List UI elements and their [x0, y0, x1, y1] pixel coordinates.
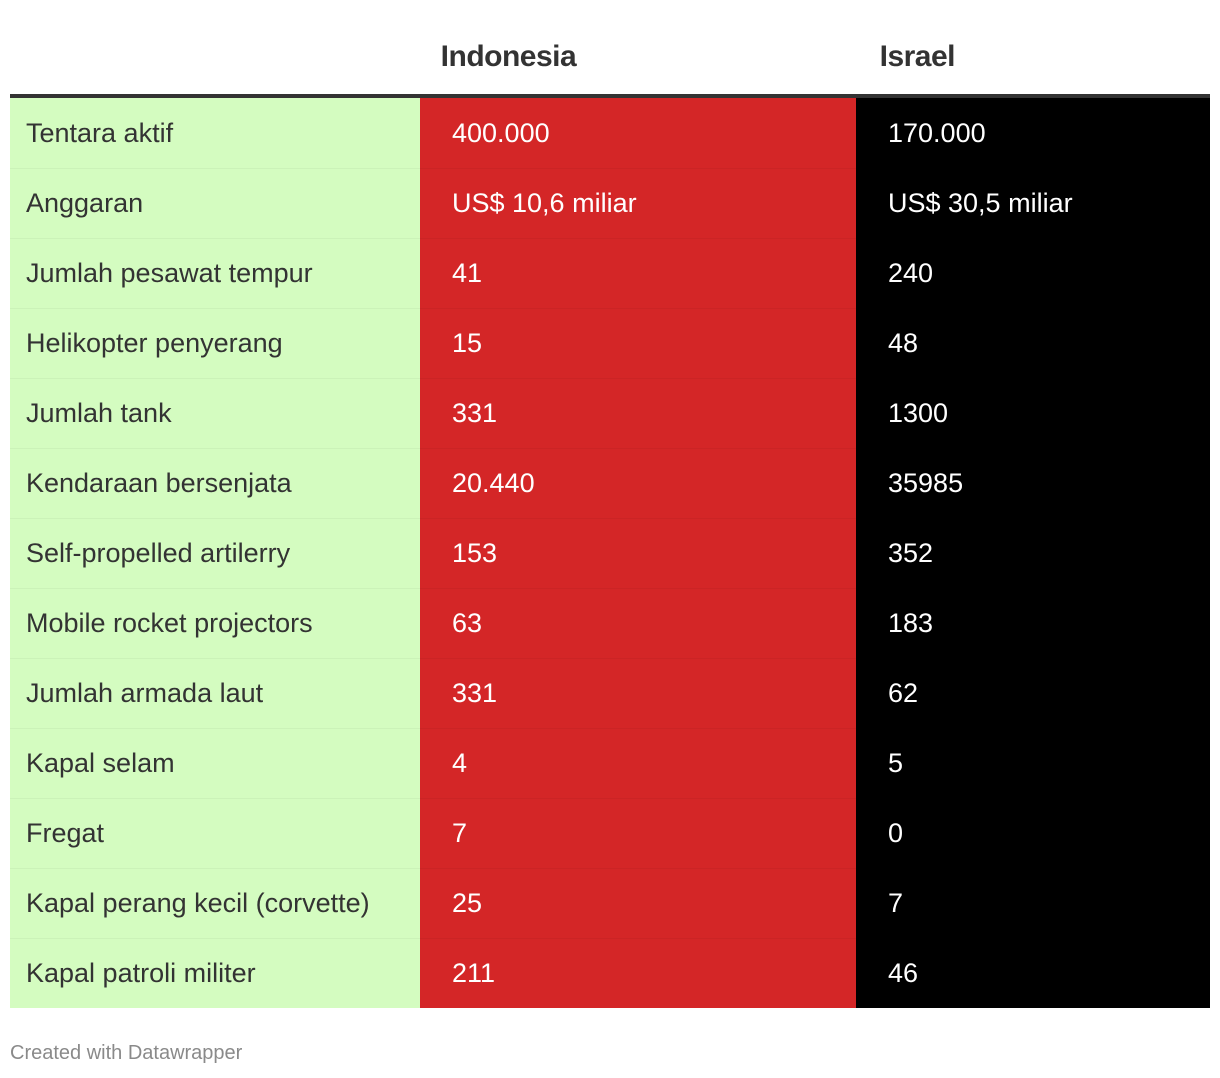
row-label: Tentara aktif — [10, 98, 420, 168]
row-label: Jumlah pesawat tempur — [10, 238, 420, 308]
header-divider — [10, 94, 1210, 98]
cell-israel: 62 — [856, 658, 1210, 728]
cell-israel: 170.000 — [856, 98, 1210, 168]
cell-indonesia: 211 — [420, 938, 856, 1008]
cell-israel: 7 — [856, 868, 1210, 938]
footer-credit: Created with Datawrapper — [10, 1042, 243, 1064]
cell-israel: US$ 30,5 miliar — [856, 168, 1210, 238]
table-row: Jumlah tank 331 1300 — [10, 378, 1210, 448]
row-label: Helikopter penyerang — [10, 308, 420, 378]
table-body: Tentara aktif 400.000 170.000 Anggaran US$ 1… — [10, 98, 1210, 1008]
cell-indonesia: 41 — [420, 238, 856, 308]
table-row: Jumlah armada laut 331 62 — [10, 658, 1210, 728]
row-label: Mobile rocket projectors — [10, 588, 420, 658]
cell-indonesia: US$ 10,6 miliar — [420, 168, 856, 238]
header-cell-israel: Israel — [879, 40, 956, 73]
row-label: Fregat — [10, 798, 420, 868]
cell-israel: 48 — [856, 308, 1210, 378]
cell-indonesia: 63 — [420, 588, 856, 658]
table-row: Fregat 7 0 — [10, 798, 1210, 868]
cell-indonesia: 331 — [420, 658, 856, 728]
table-row: Anggaran US$ 10,6 miliar US$ 30,5 miliar — [10, 168, 1210, 238]
cell-indonesia: 7 — [420, 798, 856, 868]
row-label: Kapal perang kecil (corvette) — [10, 868, 420, 938]
row-label: Kendaraan bersenjata — [10, 448, 420, 518]
row-label: Kapal selam — [10, 728, 420, 798]
cell-israel: 46 — [856, 938, 1210, 1008]
header-cell-indonesia: Indonesia — [440, 40, 577, 73]
header-cell-label — [10, 74, 409, 94]
cell-indonesia: 15 — [420, 308, 856, 378]
cell-indonesia: 25 — [420, 868, 856, 938]
table-row: Kapal perang kecil (corvette) 25 7 — [10, 868, 1210, 938]
row-label: Self-propelled artilerry — [10, 518, 420, 588]
cell-israel: 352 — [856, 518, 1210, 588]
table-row: Jumlah pesawat tempur 41 240 — [10, 238, 1210, 308]
cell-israel: 0 — [856, 798, 1210, 868]
table-row: Tentara aktif 400.000 170.000 — [10, 98, 1210, 168]
cell-indonesia: 331 — [420, 378, 856, 448]
comparison-table: Indonesia Israel Tentara aktif 400.000 170… — [10, 0, 1210, 1008]
table-row: Kendaraan bersenjata 20.440 35985 — [10, 448, 1210, 518]
table-row: Self-propelled artilerry 153 352 — [10, 518, 1210, 588]
cell-israel: 1300 — [856, 378, 1210, 448]
table-row: Kapal patroli militer 211 46 — [10, 938, 1210, 1008]
table-row: Helikopter penyerang 15 48 — [10, 308, 1210, 378]
cell-indonesia: 153 — [420, 518, 856, 588]
row-label: Jumlah armada laut — [10, 658, 420, 728]
cell-israel: 240 — [856, 238, 1210, 308]
row-label: Jumlah tank — [10, 378, 420, 448]
row-label: Anggaran — [10, 168, 420, 238]
cell-indonesia: 4 — [420, 728, 856, 798]
cell-israel: 5 — [856, 728, 1210, 798]
cell-israel: 35985 — [856, 448, 1210, 518]
cell-israel: 183 — [856, 588, 1210, 658]
cell-indonesia: 400.000 — [420, 98, 856, 168]
table-header: Indonesia Israel — [10, 0, 1210, 94]
table-row: Mobile rocket projectors 63 183 — [10, 588, 1210, 658]
table-row: Kapal selam 4 5 — [10, 728, 1210, 798]
cell-indonesia: 20.440 — [420, 448, 856, 518]
row-label: Kapal patroli militer — [10, 938, 420, 1008]
